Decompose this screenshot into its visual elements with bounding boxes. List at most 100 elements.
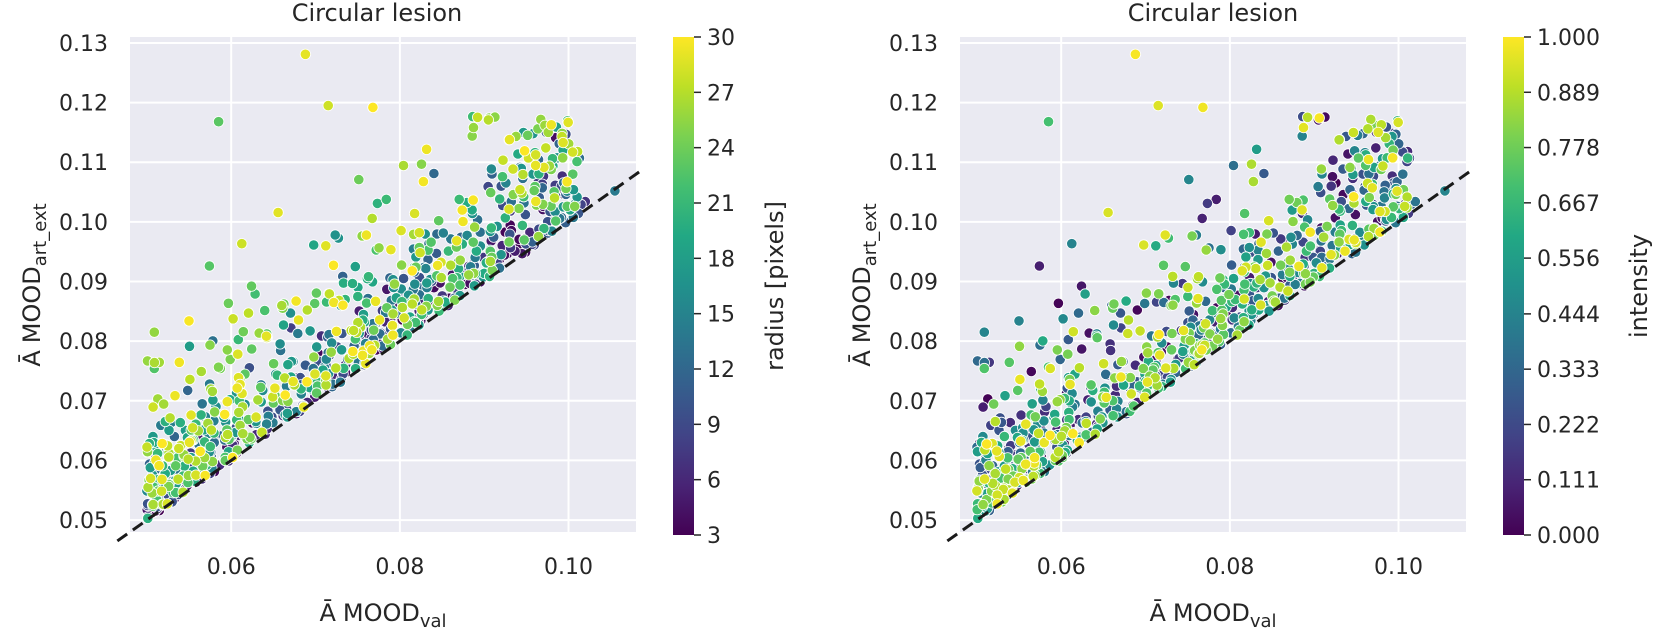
scatter-point (1226, 259, 1238, 271)
scatter-point (219, 408, 231, 420)
scatter-point (1177, 345, 1189, 358)
scatter-point (395, 259, 408, 271)
scatter-point (1029, 452, 1041, 464)
colorbar-tick-label: 0.333 (1537, 358, 1600, 383)
scatter-point (1051, 344, 1063, 356)
scatter-point (182, 384, 194, 396)
scatter-point (301, 376, 313, 388)
scatter-point (1215, 294, 1227, 306)
scatter-panel-intensity: Circular lesion 0.05 0.06 0.07 0.08 0.09 0.10… (847, 0, 1653, 629)
scatter-point (1192, 271, 1205, 283)
scatter-point (485, 222, 497, 234)
y-tick-labels: 0.05 0.06 0.07 0.08 0.09 0.10 0.11 0.12 0.13 (889, 32, 938, 534)
scatter-point (156, 485, 168, 497)
scatter-point (514, 184, 526, 196)
scatter-point (246, 343, 258, 355)
scatter-point (304, 325, 316, 337)
scatter-point (1304, 240, 1317, 252)
y-tick-label: 0.09 (59, 271, 108, 296)
scatter-point (347, 324, 360, 337)
scatter-point (172, 473, 184, 485)
scatter-point (557, 152, 569, 164)
scatter-point (1201, 197, 1214, 209)
scatter-point (1239, 278, 1251, 290)
scatter-point (1098, 358, 1110, 370)
scatter-point (195, 409, 207, 421)
colorbar-tick-label: 0.444 (1537, 303, 1600, 328)
scatter-point (517, 168, 529, 181)
scatter-point (1255, 299, 1267, 311)
scatter-point (1327, 199, 1339, 212)
scatter-point (503, 203, 515, 215)
y-tick-label: 0.13 (59, 32, 108, 57)
x-tick-label: 0.06 (1037, 555, 1086, 580)
scatter-point (233, 406, 245, 418)
scatter-point (148, 326, 160, 338)
scatter-point (518, 145, 531, 157)
scatter-point (1287, 215, 1299, 228)
scatter-point (387, 308, 399, 320)
scatter-point (1215, 312, 1227, 325)
colorbar-label: radius [pixels] (761, 201, 789, 371)
x-tick-label: 0.10 (544, 555, 593, 580)
scatter-point (227, 313, 239, 325)
scatter-point (1167, 270, 1179, 282)
scatter-point (1238, 316, 1250, 328)
scatter-point (330, 325, 343, 337)
scatter-point (252, 394, 264, 406)
scatter-point (1392, 116, 1404, 129)
scatter-point (1067, 326, 1079, 338)
chart-title: Circular lesion (1128, 0, 1299, 27)
scatter-point (369, 295, 382, 307)
scatter-point (1122, 314, 1135, 326)
scatter-point (1052, 297, 1065, 309)
scatter-point (1038, 436, 1050, 449)
scatter-point (1225, 225, 1237, 237)
scatter-point (158, 398, 170, 410)
scatter-point (368, 324, 380, 336)
scatter-point (1042, 116, 1055, 128)
scatter-point (1012, 384, 1024, 396)
scatter-point (522, 129, 534, 141)
scatter-point (1134, 325, 1146, 337)
scatter-point (1142, 347, 1154, 359)
scatter-point (1062, 333, 1074, 346)
scatter-point (482, 114, 494, 126)
colorbar-tick-label: 18 (707, 247, 735, 272)
colorbar-tick-label: 0.000 (1537, 524, 1600, 549)
scatter-point (356, 349, 369, 361)
scatter-point (1280, 241, 1293, 253)
y-tick-label: 0.06 (889, 449, 938, 474)
scatter-point (1125, 388, 1137, 400)
scatter-point (971, 485, 983, 497)
scatter-point (998, 430, 1011, 443)
scatter-point (1167, 299, 1179, 311)
scatter-point (1044, 362, 1056, 375)
scatter-point (330, 362, 342, 374)
scatter-point (1255, 236, 1267, 248)
scatter-point (444, 281, 456, 293)
scatter-point (1206, 305, 1219, 317)
scatter-point (977, 401, 989, 413)
identity-line (116, 169, 642, 543)
scatter-point (1366, 182, 1378, 194)
scatter-point (1107, 319, 1120, 331)
scatter-point (187, 422, 199, 434)
scatter-point (1057, 313, 1069, 325)
scatter-point (242, 307, 255, 319)
colorbar-tick-label: 24 (707, 137, 735, 162)
x-tick-label: 0.08 (1205, 555, 1254, 580)
scatter-point (1362, 154, 1375, 166)
y-tick-label: 0.09 (889, 271, 938, 296)
scatter-point (557, 137, 569, 149)
scatter-point (999, 390, 1011, 402)
y-symbol: Ā (17, 350, 46, 367)
scatter-point (1072, 307, 1085, 319)
x-tick-label: 0.10 (1374, 555, 1423, 580)
scatter-point (206, 385, 218, 397)
x-axis-label: Ā MOODval (319, 598, 446, 629)
scatter-point (1067, 428, 1079, 440)
scatter-point (471, 111, 484, 123)
scatter-point (1178, 324, 1190, 337)
